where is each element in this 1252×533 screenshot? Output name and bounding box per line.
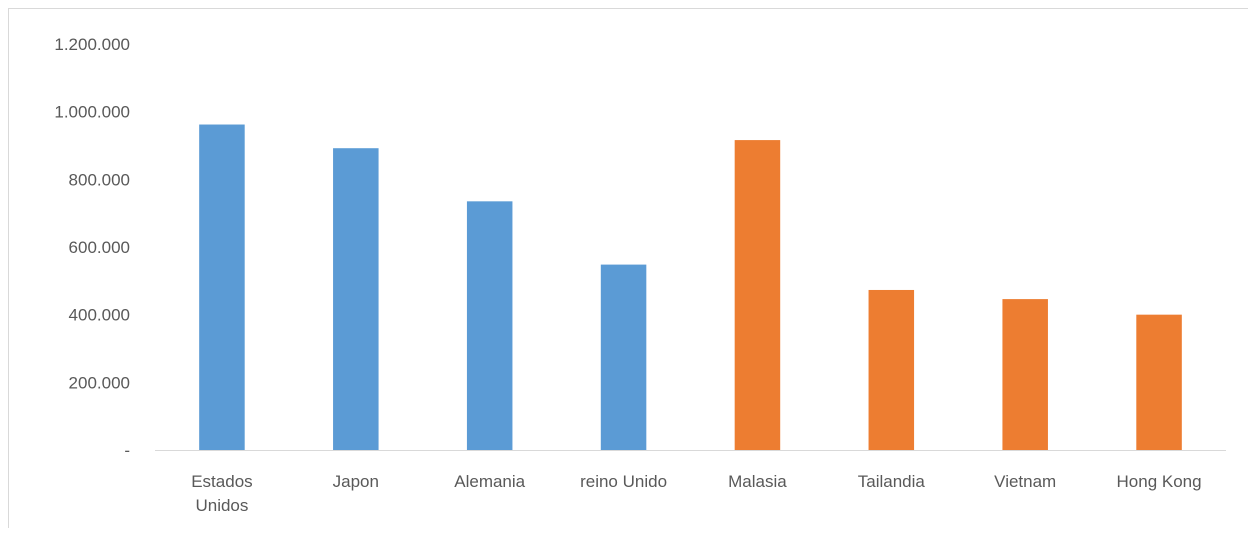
y-tick-label: 400.000	[69, 306, 130, 325]
y-axis-ticks: - 200.000 400.000 600.000 800.000 1.000.000 1.…	[54, 35, 130, 460]
y-tick-label: 800.000	[69, 170, 130, 189]
x-tick-label-line: Estados	[191, 472, 252, 491]
x-tick-label-line: reino Unido	[580, 472, 667, 491]
bar	[600, 264, 647, 450]
x-tick-label-line: Tailandia	[858, 472, 926, 491]
x-tick-label-line: Vietnam	[994, 472, 1056, 491]
x-tick-label-line: Unidos	[195, 496, 248, 515]
y-tick-label: -	[124, 441, 130, 460]
y-tick-label: 1.200.000	[54, 35, 130, 54]
bar	[868, 289, 915, 450]
x-tick-label-line: Malasia	[728, 472, 787, 491]
bar	[734, 140, 781, 450]
y-tick-label: 1.000.000	[54, 103, 130, 122]
x-tick-label: reino Unido	[580, 472, 667, 491]
bar	[1002, 299, 1048, 450]
bar	[333, 148, 379, 450]
bar	[199, 124, 245, 451]
x-tick-label-line: Japon	[333, 472, 379, 491]
x-tick-label: Alemania	[454, 472, 525, 491]
chart-frame	[8, 8, 1248, 528]
bar	[1136, 314, 1182, 450]
x-tick-label: Japon	[333, 472, 379, 491]
x-tick-label-line: Hong Kong	[1117, 472, 1202, 491]
bars	[199, 124, 1182, 451]
x-tick-label: Tailandia	[858, 472, 926, 491]
x-tick-label: Vietnam	[994, 472, 1056, 491]
y-tick-label: 200.000	[69, 373, 130, 392]
x-tick-label: Estados Unidos	[191, 472, 252, 515]
x-tick-label: Hong Kong	[1117, 472, 1202, 491]
x-tick-label: Malasia	[728, 472, 787, 491]
y-tick-label: 600.000	[69, 238, 130, 257]
x-axis-labels: Estados Unidos Japon Alemania reino Unido Mal…	[191, 472, 1201, 515]
x-tick-label-line: Alemania	[454, 472, 525, 491]
bar	[466, 201, 513, 450]
